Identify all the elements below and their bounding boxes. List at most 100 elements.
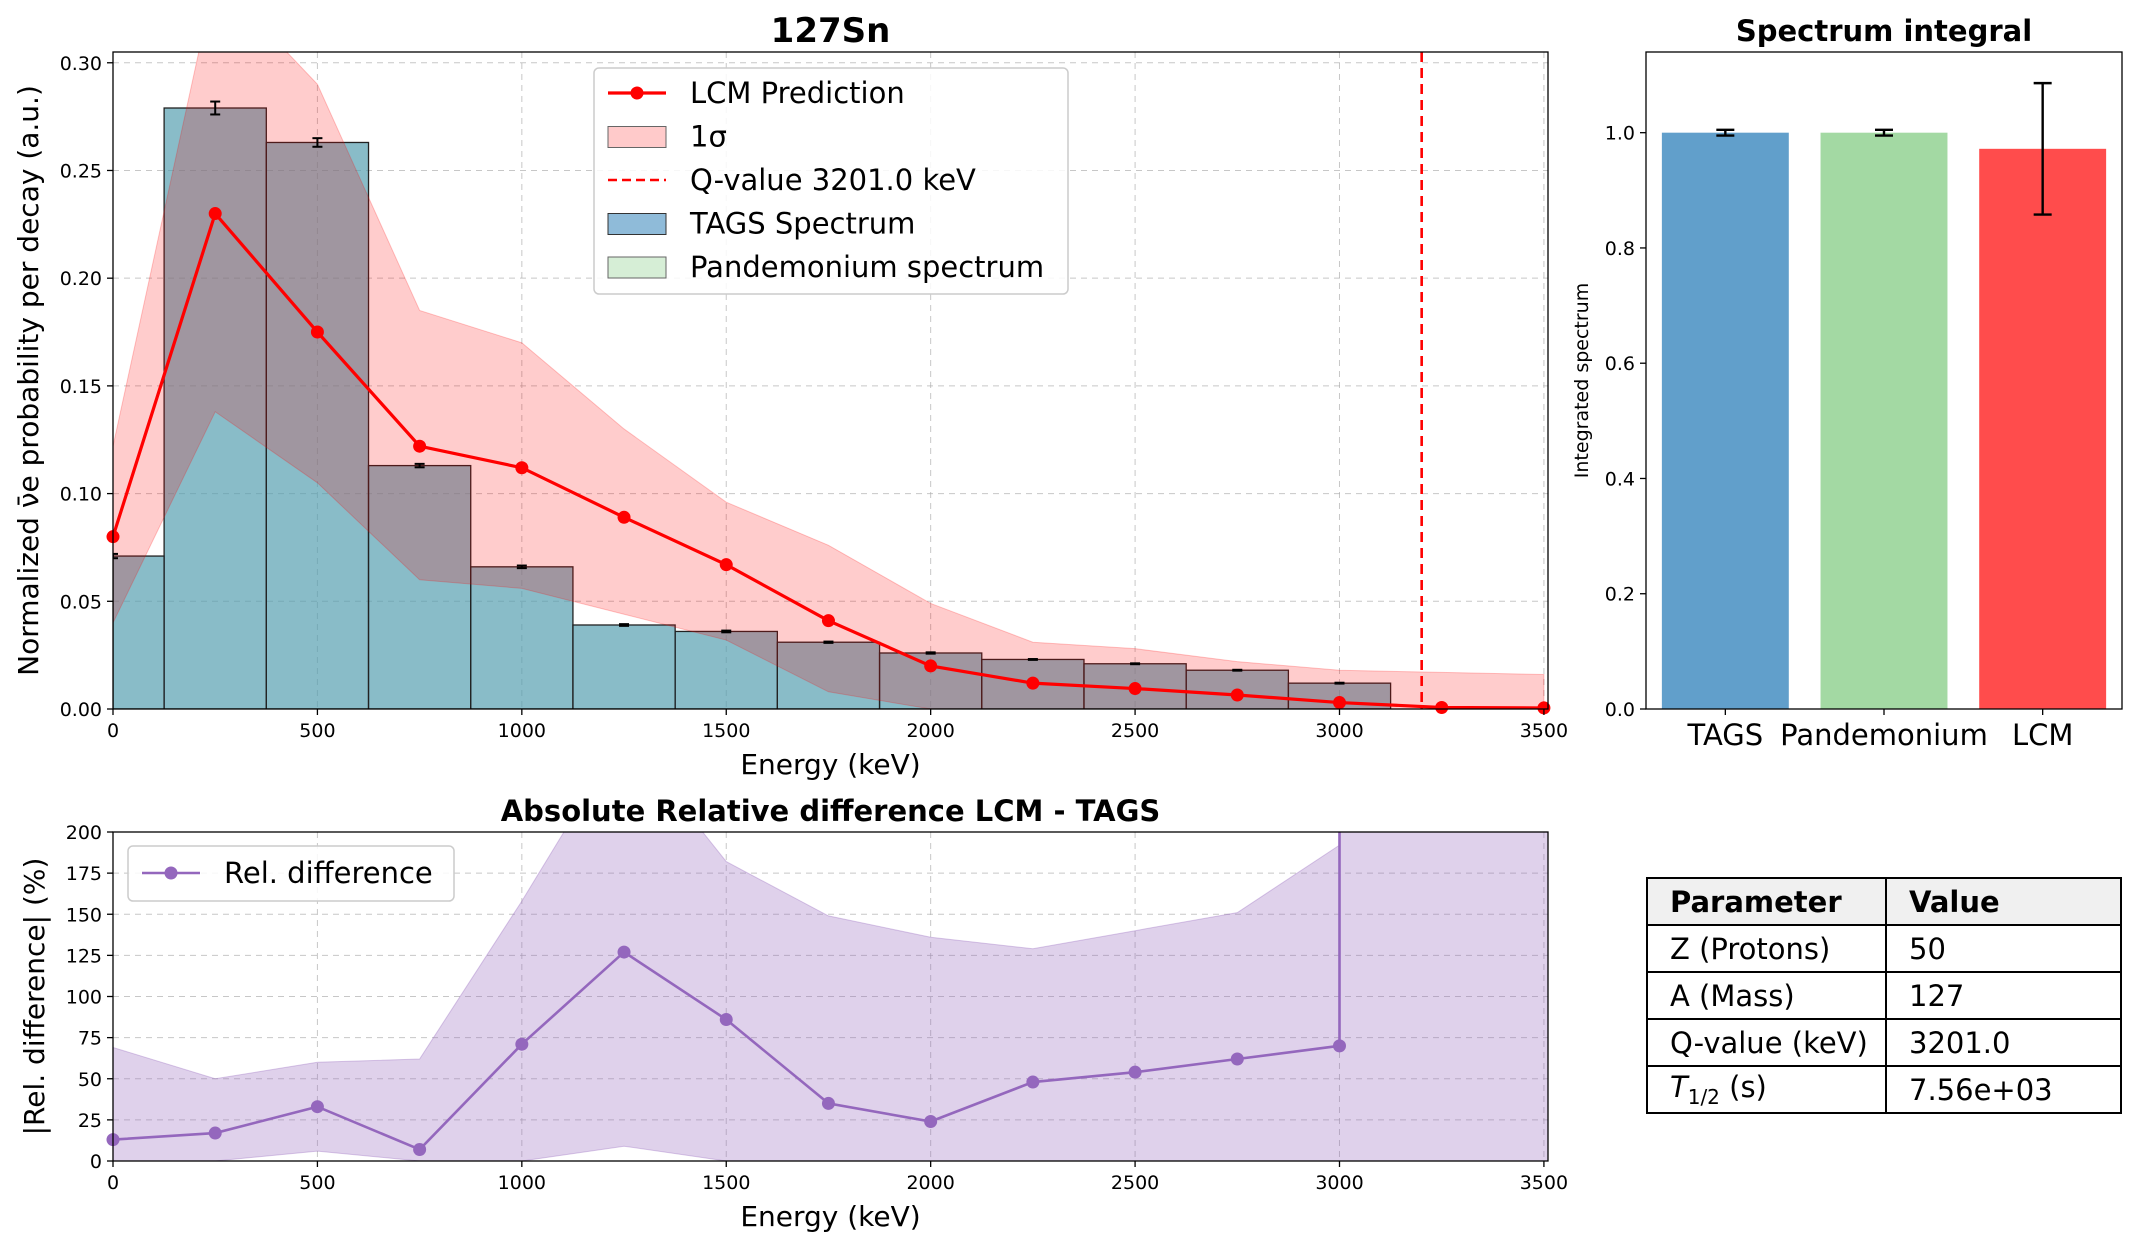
table-cell: 3201.0 [1885, 1018, 2122, 1067]
x-tick-label: 1000 [498, 720, 546, 742]
y-tick-label: 0.15 [60, 376, 102, 398]
table-header: Value [1885, 877, 2122, 926]
integral-bar [1661, 132, 1789, 709]
y-tick-label: 200 [66, 822, 102, 844]
integral-y-axis-label: Integrated spectrum [1571, 283, 1593, 478]
integral-title: Spectrum integral [1736, 14, 2032, 48]
integral-bar [1979, 148, 2107, 710]
table-row: T1/2 (s) 7.56e+03 [1646, 1065, 2122, 1114]
lcm-point [924, 659, 938, 673]
y-tick-label: 25 [78, 1110, 102, 1132]
y-tick-label: 0.6 [1605, 353, 1635, 375]
reldiff-x-axis-label: Energy (keV) [740, 1200, 920, 1233]
legend-entry-label: Pandemonium spectrum [690, 250, 1044, 284]
y-tick-label: 0.0 [1605, 699, 1635, 721]
y-tick-label: 0.25 [60, 160, 102, 182]
tags-bar [572, 624, 676, 709]
lcm-point [208, 207, 222, 221]
lcm-point [617, 510, 631, 524]
x-tick-label: 500 [299, 1172, 335, 1194]
legend-patch-swatch [607, 213, 667, 235]
reldiff-legend [127, 845, 455, 902]
parameter-table: Parameter Value Z (Protons) 50 A (Mass) … [1646, 877, 2122, 1114]
y-tick-label: 0.20 [60, 268, 102, 290]
legend-entry-label: TAGS Spectrum [689, 207, 915, 241]
y-tick-label: 0.30 [60, 53, 102, 75]
x-tick-label: 3500 [1520, 720, 1568, 742]
integral-bar [1820, 132, 1948, 709]
y-tick-label: 150 [66, 904, 102, 926]
table-row: A (Mass) 127 [1646, 971, 2122, 1020]
pandemonium-bar [113, 556, 165, 709]
lcm-point [1332, 696, 1346, 710]
x-tick-label: 1000 [498, 1172, 546, 1194]
y-tick-label: 100 [66, 987, 102, 1009]
y-tick-label: 175 [66, 863, 102, 885]
lcm-point [1230, 688, 1244, 702]
pandemonium-bar [777, 642, 880, 709]
table-cell: 50 [1885, 924, 2122, 973]
integral-category-label: TAGS [1686, 718, 1763, 752]
table-cell: 127 [1885, 971, 2122, 1020]
pandemonium-bar [266, 142, 369, 709]
legend-entry-label: Rel. difference [224, 856, 433, 890]
legend-marker-swatch [630, 86, 644, 100]
reldiff-point [310, 1100, 324, 1114]
reldiff-line [113, 832, 1341, 1152]
y-tick-label: 0.4 [1605, 468, 1635, 490]
lcm-point [1537, 701, 1551, 715]
main-title: 127Sn [771, 11, 891, 51]
table-cell: Z (Protons) [1646, 924, 1887, 973]
table-cell: 7.56e+03 [1885, 1065, 2122, 1114]
table-header-row: Parameter Value [1646, 877, 2122, 926]
reldiff-point [515, 1037, 529, 1051]
y-tick-label: 0 [90, 1151, 102, 1173]
x-tick-label: 2500 [1111, 720, 1159, 742]
integral-category-label: Pandemonium [1780, 718, 1988, 752]
reldiff-point [1128, 1065, 1142, 1079]
tags-bar [265, 141, 370, 709]
x-tick-label: 0 [107, 1172, 119, 1194]
table-row: Z (Protons) 50 [1646, 924, 2122, 973]
main-plot-area [113, 52, 1548, 709]
tags-bar [113, 555, 165, 709]
legend-patch-swatch [607, 126, 667, 148]
reldiff-point [1230, 1052, 1244, 1066]
integral-category-label: LCM [2012, 718, 2073, 752]
lcm-point [310, 325, 324, 339]
reldiff-point [821, 1096, 835, 1110]
reldiff-point [719, 1013, 733, 1027]
legend-patch-swatch [607, 256, 667, 279]
lcm-point [1128, 682, 1142, 696]
reldiff-point [924, 1115, 938, 1129]
lcm-sigma-band [113, 52, 1545, 709]
table-cell-half-life: T1/2 (s) [1646, 1065, 1887, 1114]
lcm-point [821, 614, 835, 628]
y-tick-label: 0.00 [60, 699, 102, 721]
y-tick-label: 75 [78, 1028, 102, 1050]
integral-axes-frame [1645, 51, 2123, 710]
x-tick-label: 500 [299, 720, 335, 742]
x-tick-label: 3500 [1520, 1172, 1568, 1194]
reldiff-band [113, 832, 1548, 1161]
reldiff-point [413, 1142, 427, 1156]
x-tick-label: 2000 [906, 1172, 954, 1194]
x-tick-label: 2500 [1111, 1172, 1159, 1194]
main-axes-frame [112, 51, 1549, 710]
table-cell: A (Mass) [1646, 971, 1887, 1020]
lcm-point [1435, 700, 1449, 714]
y-tick-label: 50 [78, 1069, 102, 1091]
lcm-point [1026, 676, 1040, 690]
reldiff-point [1026, 1075, 1040, 1089]
lcm-point [413, 439, 427, 453]
legend-entry-label: 1σ [690, 120, 727, 154]
table-cell: Q-value (keV) [1646, 1018, 1887, 1067]
reldiff-point [1332, 1039, 1346, 1053]
reldiff-plot-area [113, 832, 1548, 1161]
main-y-axis-label: Normalized ν̄e probability per decay (a.… [12, 85, 45, 676]
x-tick-label: 3000 [1315, 1172, 1363, 1194]
pandemonium-bar [368, 465, 471, 709]
lcm-point [719, 558, 733, 572]
